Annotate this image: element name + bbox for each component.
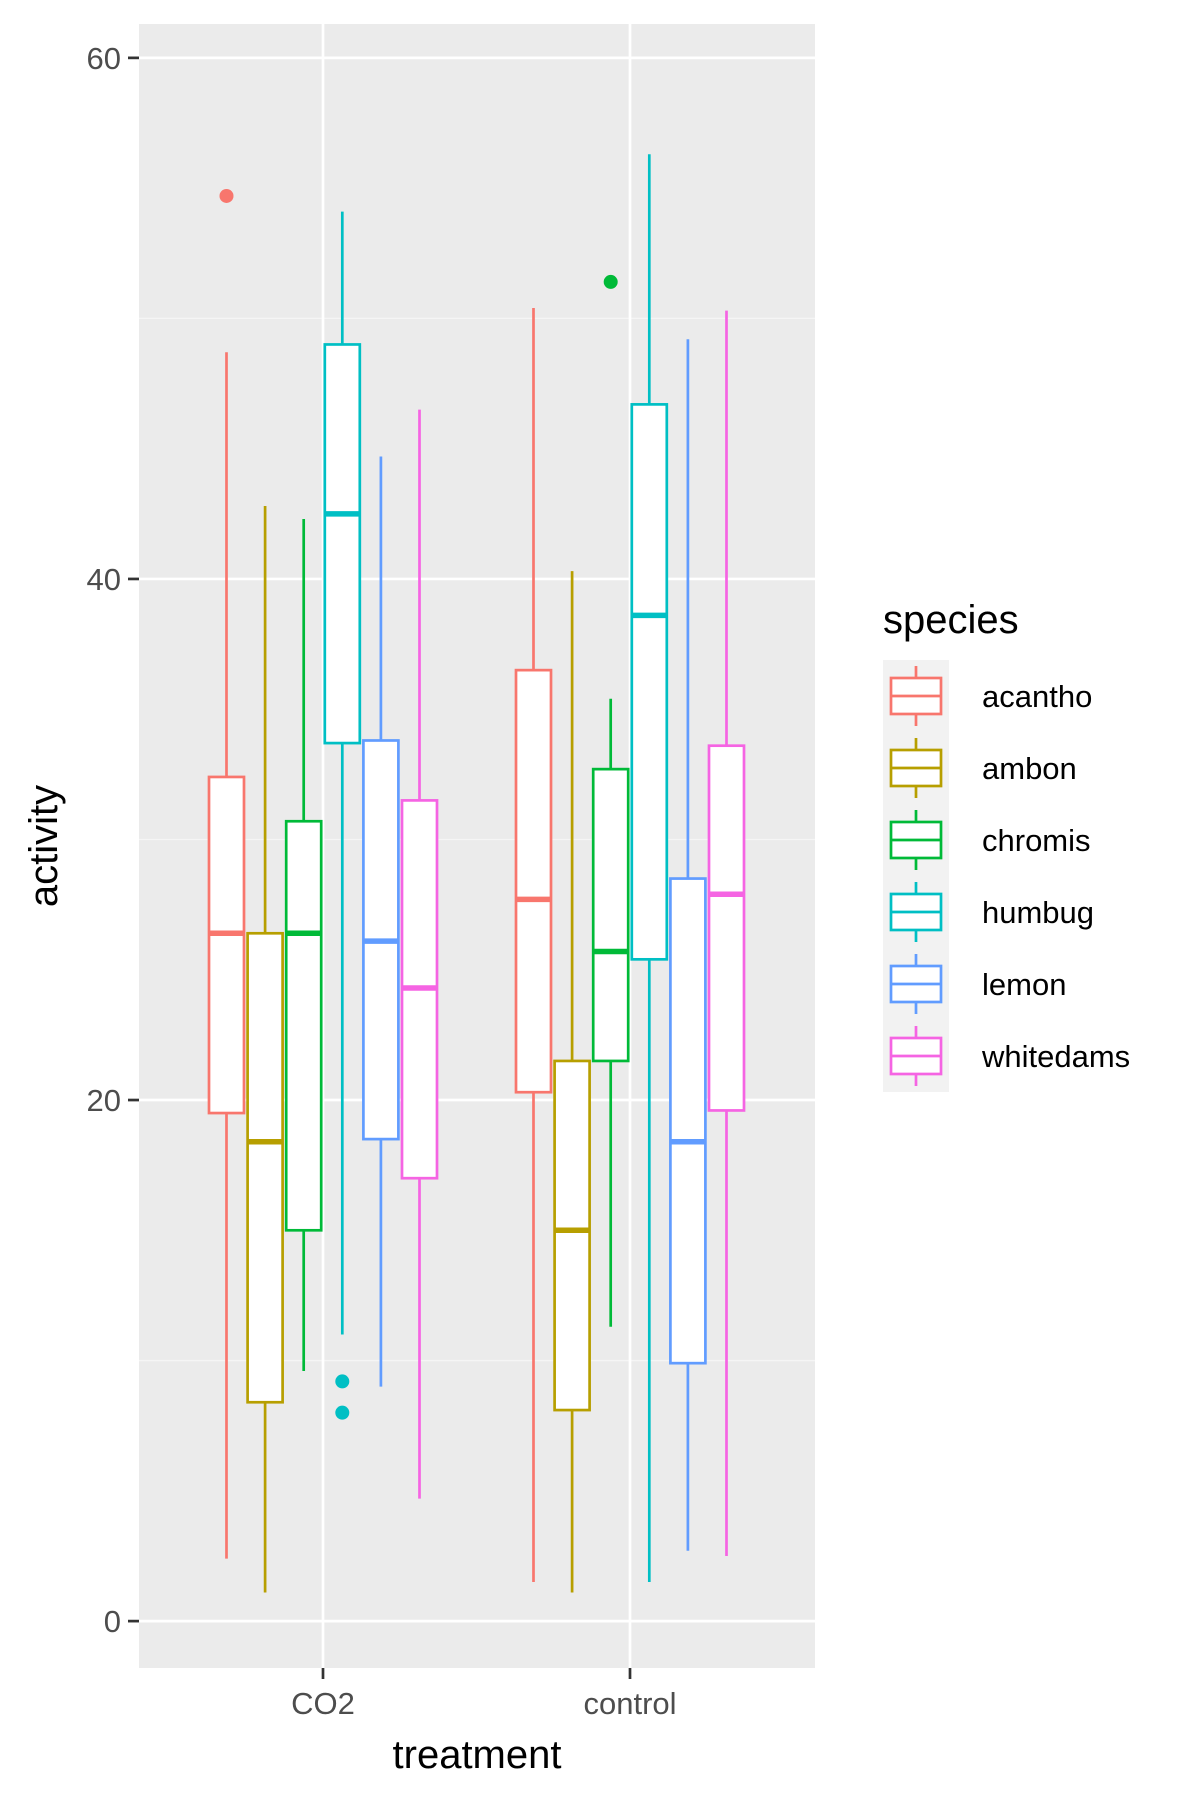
box-groups xyxy=(207,154,746,1593)
legend-label: acantho xyxy=(982,679,1092,714)
series-lemon xyxy=(362,339,707,1551)
box-iqr xyxy=(591,767,630,1063)
y-tick-label: 20 xyxy=(87,1083,121,1118)
x-axis-title: treatment xyxy=(393,1733,562,1777)
outlier-point xyxy=(335,1405,350,1420)
series-ambon xyxy=(246,505,591,1593)
box-iqr xyxy=(669,877,707,1365)
legend-item-humbug: humbug xyxy=(889,882,1094,942)
box-iqr xyxy=(284,819,323,1232)
y-tick-label: 0 xyxy=(104,1604,121,1639)
series-humbug xyxy=(323,154,669,1583)
outlier-point xyxy=(335,1374,350,1389)
series-chromis xyxy=(284,274,630,1371)
legend-label: humbug xyxy=(982,895,1094,930)
box-iqr xyxy=(514,668,553,1094)
outlier-point xyxy=(603,274,618,289)
series-whitedams xyxy=(400,310,746,1556)
legend-item-ambon: ambon xyxy=(889,738,1077,798)
box-iqr xyxy=(630,403,669,961)
outlier-point xyxy=(219,188,234,203)
legend-label: ambon xyxy=(982,751,1077,786)
box-iqr xyxy=(707,744,746,1112)
y-tick-label: 60 xyxy=(87,41,121,76)
legend-title: species xyxy=(883,598,1019,642)
series-acantho xyxy=(207,188,553,1583)
y-axis-title: activity xyxy=(22,785,66,907)
legend-label: lemon xyxy=(982,967,1066,1002)
legend-item-acantho: acantho xyxy=(889,666,1092,726)
legend-item-lemon: lemon xyxy=(889,954,1066,1014)
x-tick-label: control xyxy=(583,1686,676,1721)
x-tick-label: CO2 xyxy=(291,1686,355,1721)
axes: 0 20 40 60 CO2 control xyxy=(87,41,677,1721)
legend-label: chromis xyxy=(982,823,1091,858)
box-iqr xyxy=(246,931,284,1404)
box-iqr xyxy=(553,1059,591,1412)
box-iqr xyxy=(207,775,246,1115)
grid-lines xyxy=(139,24,815,1668)
legend-key-background xyxy=(883,660,949,1092)
box-iqr xyxy=(323,343,362,745)
y-tick-label: 40 xyxy=(87,562,121,597)
legend-item-chromis: chromis xyxy=(889,810,1091,870)
legend: species acantho ambon chromis humbug lemon wh… xyxy=(883,598,1130,1092)
legend-item-whitedams: whitedams xyxy=(889,1026,1130,1086)
legend-label: whitedams xyxy=(981,1039,1130,1074)
